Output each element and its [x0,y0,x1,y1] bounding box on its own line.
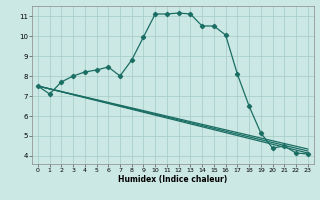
X-axis label: Humidex (Indice chaleur): Humidex (Indice chaleur) [118,175,228,184]
